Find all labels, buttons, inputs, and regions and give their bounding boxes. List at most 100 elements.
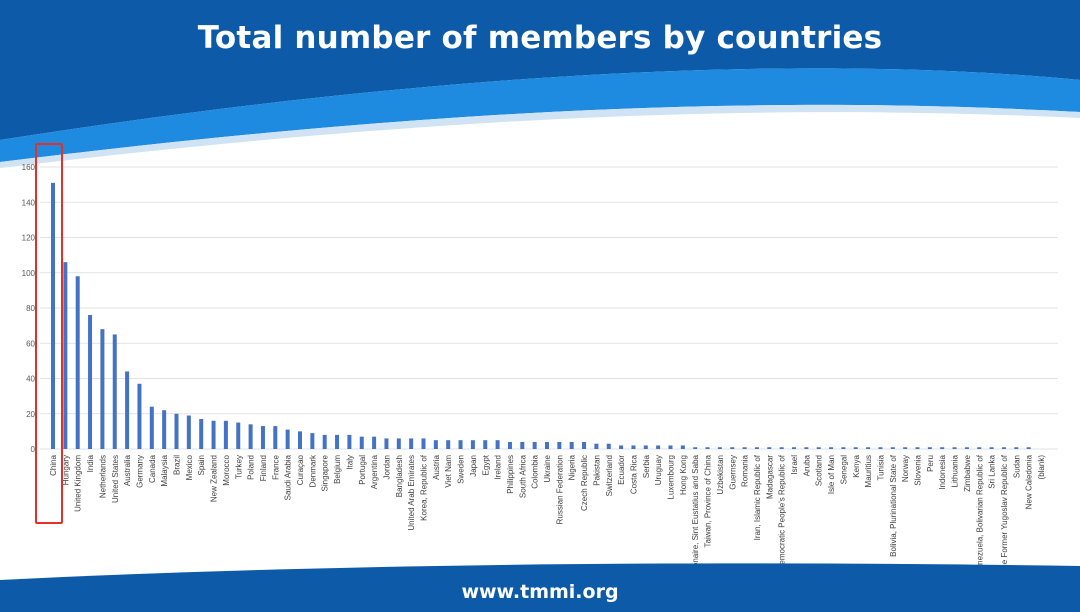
bar (507, 441, 512, 449)
bar (767, 447, 772, 449)
x-tick-label: Australia (123, 454, 132, 486)
bar (656, 445, 661, 449)
x-tick-label: Madagascar (765, 455, 774, 499)
bar (285, 429, 290, 449)
bar (149, 406, 154, 449)
x-tick-label: Costa Rica (629, 454, 638, 494)
bar (557, 441, 562, 449)
x-tick-label: Bangladesh (395, 455, 404, 497)
bar (927, 447, 932, 449)
bar (409, 438, 414, 449)
footer-url[interactable]: www.tmmi.org (461, 581, 619, 603)
china-highlight-box (35, 143, 63, 524)
bar (75, 276, 80, 449)
x-tick-label: Austria (432, 454, 441, 479)
x-tick-label: Egypt (481, 454, 490, 475)
x-tick-label: Hong Kong (679, 455, 688, 495)
bar (964, 447, 969, 449)
x-tick-label: Spain (197, 455, 206, 475)
bar-chart: 0 20 40 60 80 100 120 140 160 China Hungary United… (22, 163, 1058, 590)
x-tick-label: Ukraine (543, 454, 552, 482)
bar (730, 447, 735, 449)
bar (186, 415, 191, 449)
x-tick-label: Luxembourg (667, 455, 676, 499)
bar (63, 262, 68, 449)
x-tick-label: Italy (345, 455, 354, 470)
bar (100, 329, 105, 449)
bar (829, 447, 834, 449)
bar (890, 447, 895, 449)
x-tick-label: Philippines (506, 455, 515, 494)
x-tick-label: Canada (148, 454, 157, 483)
x-tick-label: Brazil (173, 455, 182, 475)
bar (470, 440, 475, 449)
y-tick-label: 100 (22, 269, 36, 278)
x-tick-label: France (271, 454, 280, 479)
x-tick-label: Macedonia, The Former Yugoslav Republic … (1000, 454, 1009, 590)
y-tick-label: 40 (26, 375, 35, 384)
x-tick-label: Netherlands (98, 455, 107, 498)
bar (421, 438, 426, 449)
x-tick-label: Slovenia (914, 454, 923, 485)
bar (940, 447, 945, 449)
bar (631, 445, 636, 449)
bar (866, 447, 871, 449)
bar (88, 315, 93, 449)
x-tick-label: Romania (741, 454, 750, 487)
y-tick-label: 120 (22, 234, 36, 243)
x-tick-label: Israel (790, 455, 799, 475)
bar (952, 447, 957, 449)
x-tick-label: Venezuela, Bolivarian Republic of (975, 454, 984, 574)
bar (273, 426, 278, 449)
x-tick-label: Guernsey (728, 455, 737, 490)
bar (433, 440, 438, 449)
y-tick-label: 60 (26, 339, 35, 348)
x-tick-label: Germany (135, 455, 144, 488)
x-tick-label: Aruba (802, 454, 811, 476)
bar (372, 436, 377, 449)
x-tick-label: Norway (901, 455, 910, 482)
x-tick-label: India (86, 454, 95, 472)
bar (742, 447, 747, 449)
bar (236, 422, 241, 449)
x-tick-label: Kenya (852, 454, 861, 477)
footer-banner (0, 563, 1080, 612)
bar (137, 383, 142, 449)
x-tick-label: New Zealand (210, 455, 219, 502)
bar (643, 445, 648, 449)
y-tick-label: 160 (22, 163, 36, 172)
x-tick-label: Denmark (308, 454, 317, 487)
x-tick-label: China (49, 454, 58, 475)
x-tick-label: Turkey (234, 455, 243, 479)
bar (51, 182, 55, 450)
x-tick-label: Serbia (642, 454, 651, 478)
bar (211, 420, 216, 449)
x-tick-label: United States (111, 455, 120, 503)
x-tick-label: Czech Republic (580, 455, 589, 511)
y-tick-label: 0 (31, 445, 36, 454)
bar (495, 440, 500, 449)
bar (754, 447, 759, 449)
bar (322, 434, 327, 449)
bar (347, 434, 352, 449)
bar (569, 441, 574, 449)
x-tick-label: Scotland (815, 455, 824, 486)
bar (915, 447, 920, 449)
x-tick-label: Hungary (61, 455, 70, 485)
y-axis: 0 20 40 60 80 100 120 140 160 (22, 163, 36, 454)
x-tick-label: Saudi Arabia (284, 454, 293, 500)
x-tick-label: Korea, Democratic People's Republic of (778, 454, 787, 590)
bar (335, 434, 340, 449)
x-tick-label: Iran, Islamic Republic of (753, 454, 762, 540)
bar (693, 447, 698, 449)
y-tick-label: 140 (22, 198, 36, 207)
chart-gridlines (40, 166, 1058, 450)
x-tick-label: Ecuador (617, 455, 626, 485)
bar (779, 447, 784, 449)
bar (162, 410, 167, 449)
x-tick-label: Peru (926, 455, 935, 472)
x-tick-label: Bolivia, Plurinational State of (889, 454, 898, 557)
bar (310, 433, 315, 449)
x-tick-label: Isle of Man (827, 455, 836, 494)
x-tick-label: Jordan (382, 455, 391, 479)
